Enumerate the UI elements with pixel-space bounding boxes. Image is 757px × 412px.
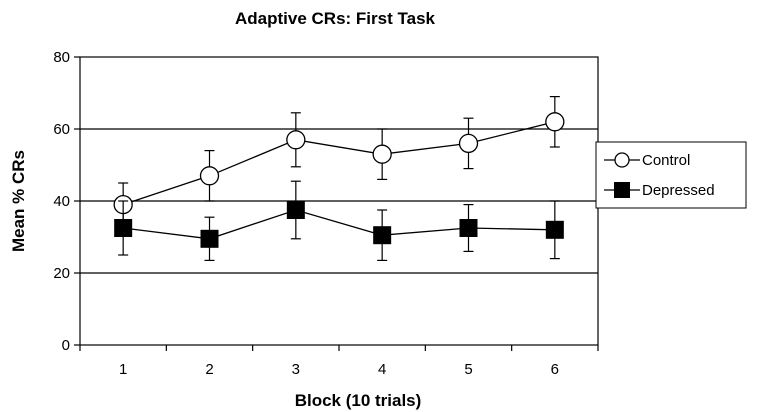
data-point-depressed bbox=[459, 219, 478, 237]
data-point-control bbox=[545, 112, 565, 132]
legend-item-control: Control bbox=[604, 152, 690, 169]
y-tick-label: 20 bbox=[53, 265, 70, 282]
x-tick-label: 3 bbox=[292, 361, 300, 378]
legend-label: Control bbox=[642, 152, 690, 169]
x-axis-label: Block (10 trials) bbox=[295, 391, 422, 410]
data-point-control bbox=[199, 166, 220, 186]
x-tick-label: 2 bbox=[205, 361, 213, 378]
chart-title: Adaptive CRs: First Task bbox=[235, 9, 436, 28]
y-tick-label: 40 bbox=[53, 193, 70, 210]
series bbox=[113, 95, 565, 261]
legend-marker-icon bbox=[614, 152, 630, 168]
legend-marker-icon bbox=[614, 182, 630, 198]
y-tick-label: 80 bbox=[53, 49, 70, 66]
x-tick-label: 4 bbox=[378, 361, 386, 378]
legend-item-depressed: Depressed bbox=[604, 182, 715, 199]
x-tick-label: 6 bbox=[551, 361, 559, 378]
y-ticks: 0 20 40 60 80 bbox=[53, 49, 80, 354]
y-axis-label: Mean % CRs bbox=[9, 150, 28, 252]
data-point-control bbox=[286, 130, 306, 150]
x-tick-label: 1 bbox=[119, 361, 127, 378]
y-tick-label: 0 bbox=[62, 337, 70, 354]
data-point-depressed bbox=[545, 220, 564, 239]
data-point-depressed bbox=[200, 229, 219, 248]
series-line-control bbox=[122, 121, 555, 206]
data-point-control bbox=[372, 144, 392, 164]
series-line-depressed bbox=[123, 209, 555, 240]
series-depressed bbox=[114, 180, 564, 261]
x-tick-label: 5 bbox=[464, 361, 472, 378]
data-point-depressed bbox=[373, 226, 392, 245]
x-ticks: 1 2 3 4 5 6 bbox=[79, 345, 599, 378]
gridlines bbox=[80, 128, 598, 274]
data-point-control bbox=[458, 133, 479, 154]
data-point-depressed bbox=[114, 219, 133, 237]
y-tick-label: 60 bbox=[53, 121, 70, 138]
data-point-depressed bbox=[286, 201, 305, 219]
legend-label: Depressed bbox=[642, 182, 715, 199]
series-control bbox=[113, 95, 565, 227]
legend: Control Depressed bbox=[595, 141, 747, 209]
